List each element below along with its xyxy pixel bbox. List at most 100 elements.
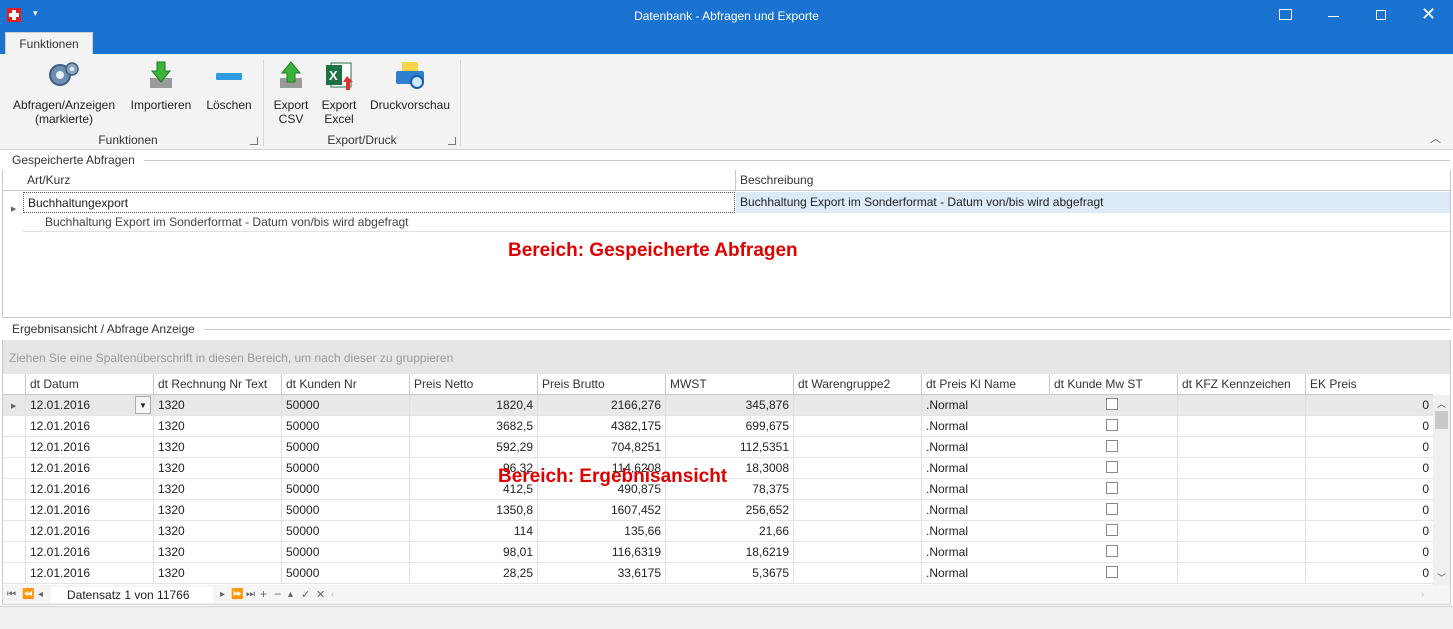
cell-preis-brutto[interactable]: 2166,276 <box>537 395 665 416</box>
kunde-mwst-checkbox[interactable] <box>1106 461 1118 473</box>
scroll-down-icon[interactable]: ﹀ <box>1437 573 1447 583</box>
cell-warengruppe[interactable] <box>793 521 921 542</box>
cell-mwst[interactable]: 18,3008 <box>665 458 793 479</box>
cell-mwst[interactable]: 256,652 <box>665 500 793 521</box>
nav-scroll-left-icon[interactable]: ‹ <box>331 589 335 600</box>
cell-preis-kl-name[interactable]: .Normal <box>921 521 1049 542</box>
nav-end-edit-icon[interactable]: ✓ <box>301 589 311 601</box>
kunde-mwst-checkbox[interactable] <box>1106 524 1118 536</box>
cell-rechnung-nr[interactable]: 1320 <box>153 479 281 500</box>
cell-preis-netto[interactable]: 412,5 <box>409 479 537 500</box>
column-header-mwst[interactable]: MWST <box>665 374 793 395</box>
nav-scroll-right-icon[interactable]: › <box>1421 589 1425 600</box>
kunde-mwst-checkbox[interactable] <box>1106 398 1118 410</box>
table-row[interactable]: 12.01.2016 1320 50000 592,29 704,8251 112,535… <box>3 437 1433 458</box>
cell-kfz-kennzeichen[interactable] <box>1177 416 1305 437</box>
cell-ek-preis[interactable]: 0 <box>1305 437 1433 458</box>
cell-preis-netto[interactable]: 98,01 <box>409 542 537 563</box>
cell-kunden-nr[interactable]: 50000 <box>281 416 409 437</box>
cell-ek-preis[interactable]: 0 <box>1305 563 1433 584</box>
cell-preis-kl-name[interactable]: .Normal <box>921 437 1049 458</box>
scroll-up-icon[interactable]: ︿ <box>1437 399 1447 409</box>
column-header-preis-kl-name[interactable]: dt Preis Kl Name <box>921 374 1049 395</box>
cell-warengruppe[interactable] <box>793 416 921 437</box>
cell-preis-netto[interactable]: 592,29 <box>409 437 537 458</box>
cell-rechnung-nr[interactable]: 1320 <box>153 542 281 563</box>
cell-kunden-nr[interactable]: 50000 <box>281 479 409 500</box>
table-row[interactable]: 12.01.2016 1320 50000 98,01 116,6319 18,6219.… <box>3 542 1433 563</box>
table-row[interactable]: 12.01.2016 1320 50000 96,32 114,6208 18,3008.… <box>3 458 1433 479</box>
cell-kfz-kennzeichen[interactable] <box>1177 563 1305 584</box>
nav-next-icon[interactable]: ▸ <box>220 589 226 600</box>
cell-kunden-nr[interactable]: 50000 <box>281 437 409 458</box>
cell-mwst[interactable]: 112,5351 <box>665 437 793 458</box>
cell-rechnung-nr[interactable]: 1320 <box>153 437 281 458</box>
saved-row-kurz[interactable]: Buchhaltungexport <box>23 192 735 213</box>
kunde-mwst-checkbox[interactable] <box>1106 440 1118 452</box>
table-row[interactable]: 12.01.2016 1320 50000 114 135,66 21,66 .Normal… <box>3 521 1433 542</box>
cell-ek-preis[interactable]: 0 <box>1305 416 1433 437</box>
cell-rechnung-nr[interactable]: 1320 <box>153 500 281 521</box>
cell-preis-netto[interactable]: 28,25 <box>409 563 537 584</box>
cell-ek-preis[interactable]: 0 <box>1305 542 1433 563</box>
horizontal-scrollbar[interactable] <box>343 591 1418 599</box>
cell-mwst[interactable]: 5,3675 <box>665 563 793 584</box>
cell-kfz-kennzeichen[interactable] <box>1177 458 1305 479</box>
tab-funktionen[interactable]: Funktionen <box>5 32 93 55</box>
cell-mwst[interactable]: 18,6219 <box>665 542 793 563</box>
cell-preis-kl-name[interactable]: .Normal <box>921 500 1049 521</box>
kunde-mwst-checkbox[interactable] <box>1106 503 1118 515</box>
saved-row-beschreibung[interactable]: Buchhaltung Export im Sonderformat - Dat… <box>736 192 1450 213</box>
column-header-kunde-mwst[interactable]: dt Kunde Mw ST <box>1049 374 1177 395</box>
cell-mwst[interactable]: 699,675 <box>665 416 793 437</box>
quick-access-dropdown-icon[interactable]: ▾ <box>33 8 38 18</box>
table-row[interactable]: 12.01.2016 1320 50000 1350,8 1607,452 256,652… <box>3 500 1433 521</box>
cell-kunden-nr[interactable]: 50000 <box>281 542 409 563</box>
cell-preis-brutto[interactable]: 114,6208 <box>537 458 665 479</box>
cell-preis-brutto[interactable]: 4382,175 <box>537 416 665 437</box>
cell-kfz-kennzeichen[interactable] <box>1177 395 1305 416</box>
cell-rechnung-nr[interactable]: 1320 <box>153 563 281 584</box>
cell-ek-preis[interactable]: 0 <box>1305 395 1433 416</box>
export-csv-button[interactable]: Export CSV <box>268 60 314 126</box>
cell-kfz-kennzeichen[interactable] <box>1177 500 1305 521</box>
nav-cancel-edit-icon[interactable]: ✕ <box>316 589 326 601</box>
column-header-art-kurz[interactable]: Art/Kurz <box>27 173 71 187</box>
cell-mwst[interactable]: 21,66 <box>665 521 793 542</box>
cell-ek-preis[interactable]: 0 <box>1305 458 1433 479</box>
cell-preis-brutto[interactable]: 33,6175 <box>537 563 665 584</box>
cell-kfz-kennzeichen[interactable] <box>1177 521 1305 542</box>
cell-preis-kl-name[interactable]: .Normal <box>921 395 1049 416</box>
column-header-datum[interactable]: dt Datum <box>25 374 153 395</box>
close-button[interactable]: ✕ <box>1421 4 1437 24</box>
table-row[interactable]: ▶ 12.01.2016 1320 50000 1820,4 2166,276 345,87… <box>3 395 1433 416</box>
cell-rechnung-nr[interactable]: 1320 <box>153 521 281 542</box>
group-funktionen-launcher-icon[interactable] <box>250 137 258 145</box>
cell-preis-netto[interactable]: 1350,8 <box>409 500 537 521</box>
cell-rechnung-nr[interactable]: 1320 <box>153 458 281 479</box>
kunde-mwst-checkbox[interactable] <box>1106 419 1118 431</box>
date-dropdown-button[interactable]: ▼ <box>135 396 151 414</box>
cell-datum[interactable]: 12.01.2016 <box>25 437 153 458</box>
nav-edit-icon[interactable]: ▴ <box>288 589 294 600</box>
nav-first-page-icon[interactable]: ⏮ <box>7 589 16 600</box>
minimize-button[interactable] <box>1328 16 1339 17</box>
table-row[interactable]: 12.01.2016 1320 50000 412,5 490,875 78,375 .No… <box>3 479 1433 500</box>
table-row[interactable]: 12.01.2016 1320 50000 28,25 33,6175 5,3675 .No… <box>3 563 1433 584</box>
cell-preis-brutto[interactable]: 135,66 <box>537 521 665 542</box>
cell-preis-netto[interactable]: 96,32 <box>409 458 537 479</box>
app-icon[interactable] <box>7 8 21 22</box>
column-header-preis-netto[interactable]: Preis Netto <box>409 374 537 395</box>
nav-delete-icon[interactable]: − <box>274 587 282 601</box>
cell-datum[interactable]: 12.01.2016 <box>25 500 153 521</box>
cell-kunden-nr[interactable]: 50000 <box>281 563 409 584</box>
column-header-beschreibung[interactable]: Beschreibung <box>735 170 1450 191</box>
collapse-ribbon-icon[interactable]: ︿ <box>1430 133 1441 145</box>
importieren-button[interactable]: Importieren <box>124 60 198 118</box>
cell-kunden-nr[interactable]: 50000 <box>281 395 409 416</box>
abfragen-anzeigen-button[interactable]: Abfragen/Anzeigen (markierte) <box>8 60 120 126</box>
cell-kunden-nr[interactable]: 50000 <box>281 458 409 479</box>
column-header-warengruppe[interactable]: dt Warengruppe2 <box>793 374 921 395</box>
cell-kunden-nr[interactable]: 50000 <box>281 500 409 521</box>
nav-append-icon[interactable]: + <box>260 587 268 601</box>
